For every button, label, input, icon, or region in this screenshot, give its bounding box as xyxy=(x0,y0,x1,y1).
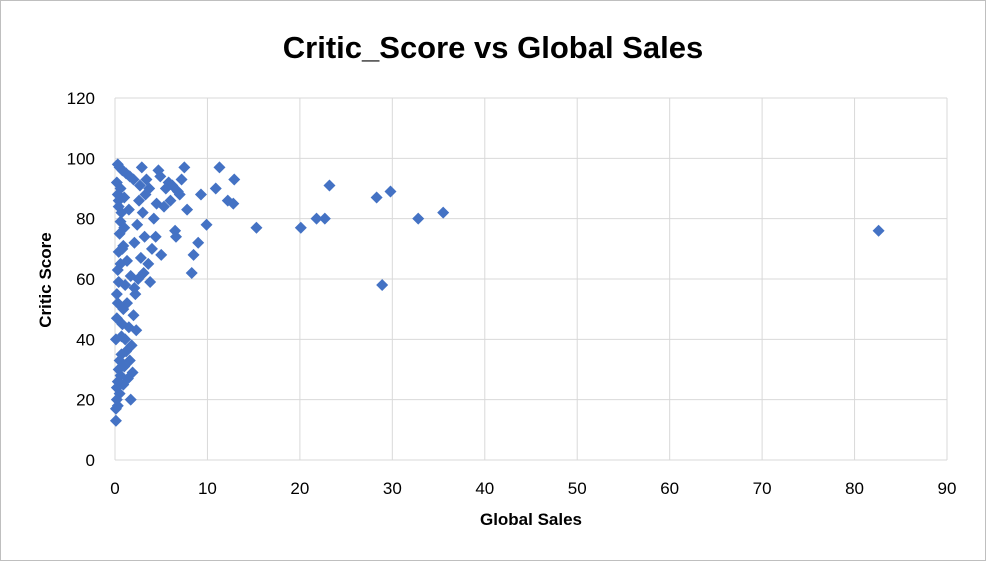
x-tick-label: 10 xyxy=(198,479,217,498)
data-point xyxy=(194,188,207,201)
data-point xyxy=(384,185,397,198)
data-point xyxy=(118,191,131,204)
x-tick-label: 90 xyxy=(938,479,957,498)
data-point xyxy=(127,309,140,322)
data-point xyxy=(150,197,163,210)
x-axis-label: Global Sales xyxy=(480,510,582,529)
data-point xyxy=(142,257,155,270)
data-point xyxy=(209,182,222,195)
data-point xyxy=(181,203,194,216)
data-point xyxy=(126,366,139,379)
data-point xyxy=(136,206,149,219)
x-tick-label: 60 xyxy=(660,479,679,498)
data-point xyxy=(412,212,425,225)
data-point xyxy=(250,221,263,234)
data-point xyxy=(221,194,234,207)
data-point xyxy=(120,167,133,180)
data-point xyxy=(169,224,182,237)
y-tick-label: 100 xyxy=(67,149,95,168)
data-point xyxy=(149,230,162,243)
data-point xyxy=(116,242,129,255)
data-point xyxy=(134,251,147,264)
data-point xyxy=(178,161,191,174)
tick-labels: 0 20 40 60 80 100 120 0 10 20 30 40 50 60 70 80 90 xyxy=(67,89,957,498)
data-point xyxy=(187,248,200,261)
data-point xyxy=(138,230,151,243)
data-point xyxy=(185,266,198,279)
data-point xyxy=(140,173,153,186)
data-point xyxy=(109,402,122,415)
data-point xyxy=(159,182,172,195)
y-tick-label: 0 xyxy=(86,451,95,470)
data-point xyxy=(200,218,213,231)
data-point xyxy=(155,248,168,261)
data-point xyxy=(294,221,307,234)
data-point xyxy=(133,194,146,207)
data-point xyxy=(115,206,128,219)
data-point xyxy=(112,276,125,289)
data-point xyxy=(131,218,144,231)
data-point xyxy=(133,179,146,192)
y-tick-label: 80 xyxy=(76,210,95,229)
data-point xyxy=(124,393,137,406)
x-tick-label: 0 xyxy=(110,479,119,498)
data-point xyxy=(437,206,450,219)
data-point xyxy=(128,282,141,295)
data-point xyxy=(109,333,122,346)
data-point xyxy=(164,194,177,207)
data-point xyxy=(127,173,140,186)
y-axis-label: Critic Score xyxy=(36,232,55,327)
x-tick-label: 30 xyxy=(383,479,402,498)
x-tick-label: 20 xyxy=(290,479,309,498)
data-point xyxy=(110,312,123,325)
data-point xyxy=(213,161,226,174)
data-point xyxy=(376,279,389,292)
data-point xyxy=(110,288,123,301)
data-point xyxy=(228,173,241,186)
data-point xyxy=(175,173,188,186)
data-point xyxy=(370,191,383,204)
data-point xyxy=(118,221,131,234)
data-point xyxy=(112,363,125,376)
data-point xyxy=(147,212,160,225)
data-point xyxy=(109,414,122,427)
data-point xyxy=(113,354,126,367)
data-point xyxy=(128,236,141,249)
y-tick-label: 120 xyxy=(67,89,95,108)
data-point xyxy=(192,236,205,249)
data-point xyxy=(318,212,331,225)
y-tick-label: 40 xyxy=(76,330,95,349)
gridlines xyxy=(114,97,948,461)
data-point xyxy=(135,161,148,174)
x-tick-label: 80 xyxy=(845,479,864,498)
y-tick-label: 20 xyxy=(76,391,95,410)
data-point xyxy=(111,297,124,310)
data-point xyxy=(111,375,124,388)
data-point xyxy=(124,269,137,282)
data-point xyxy=(145,242,158,255)
y-tick-label: 60 xyxy=(76,270,95,289)
data-point xyxy=(114,182,127,195)
data-point xyxy=(152,164,165,177)
data-point xyxy=(144,276,157,289)
x-tick-label: 50 xyxy=(568,479,587,498)
data-point xyxy=(114,257,127,270)
data-point xyxy=(139,188,152,201)
chart-title: Critic_Score vs Global Sales xyxy=(283,30,703,65)
data-point xyxy=(110,393,123,406)
data-point xyxy=(872,224,885,237)
data-points xyxy=(109,158,885,427)
data-point xyxy=(323,179,336,192)
x-tick-label: 70 xyxy=(753,479,772,498)
data-point xyxy=(310,212,323,225)
x-tick-label: 40 xyxy=(475,479,494,498)
